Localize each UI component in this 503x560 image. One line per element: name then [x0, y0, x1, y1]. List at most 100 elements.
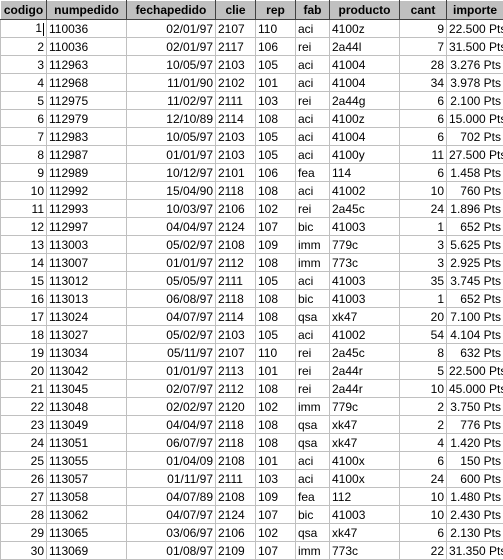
- cell-fechapedido[interactable]: 05/02/97: [127, 326, 216, 344]
- cell-codigo[interactable]: 19: [1, 344, 47, 362]
- cell-fechapedido[interactable]: 10/03/97: [127, 200, 216, 218]
- cell-codigo[interactable]: 14: [1, 254, 47, 272]
- cell-codigo[interactable]: 10: [1, 182, 47, 200]
- cell-numpedido[interactable]: 113051: [47, 434, 127, 452]
- cell-clie[interactable]: 2107: [216, 20, 256, 38]
- cell-fechapedido[interactable]: 01/01/97: [127, 254, 216, 272]
- cell-fechapedido[interactable]: 04/07/97: [127, 506, 216, 524]
- cell-numpedido[interactable]: 112993: [47, 200, 127, 218]
- cell-fechapedido[interactable]: 05/05/97: [127, 272, 216, 290]
- cell-numpedido[interactable]: 113055: [47, 452, 127, 470]
- cell-codigo[interactable]: 30: [1, 542, 47, 560]
- cell-numpedido[interactable]: 113049: [47, 416, 127, 434]
- cell-codigo[interactable]: 12: [1, 218, 47, 236]
- cell-producto[interactable]: 773c: [330, 542, 400, 560]
- cell-producto[interactable]: 114: [330, 164, 400, 182]
- cell-producto[interactable]: 2a44l: [330, 38, 400, 56]
- cell-codigo[interactable]: 3: [1, 56, 47, 74]
- cell-numpedido[interactable]: 112979: [47, 110, 127, 128]
- cell-numpedido[interactable]: 112968: [47, 74, 127, 92]
- cell-numpedido[interactable]: 113042: [47, 362, 127, 380]
- cell-fab[interactable]: qsa: [296, 434, 330, 452]
- cell-rep[interactable]: 109: [256, 488, 296, 506]
- cell-codigo[interactable]: 15: [1, 272, 47, 290]
- cell-rep[interactable]: 108: [256, 182, 296, 200]
- cell-rep[interactable]: 106: [256, 38, 296, 56]
- cell-cant[interactable]: 1: [400, 290, 447, 308]
- cell-fab[interactable]: aci: [296, 272, 330, 290]
- cell-producto[interactable]: 41003: [330, 272, 400, 290]
- cell-importe[interactable]: 22.500 Pts: [447, 362, 503, 380]
- cell-clie[interactable]: 2120: [216, 398, 256, 416]
- column-header-codigo[interactable]: codigo: [1, 1, 47, 20]
- cell-cant[interactable]: 28: [400, 56, 447, 74]
- column-header-rep[interactable]: rep: [256, 1, 296, 20]
- cell-codigo[interactable]: 11: [1, 200, 47, 218]
- cell-rep[interactable]: 107: [256, 506, 296, 524]
- cell-fechapedido[interactable]: 04/07/89: [127, 488, 216, 506]
- cell-fab[interactable]: imm: [296, 236, 330, 254]
- cell-fab[interactable]: rei: [296, 200, 330, 218]
- cell-cant[interactable]: 3: [400, 236, 447, 254]
- cell-fab[interactable]: imm: [296, 254, 330, 272]
- cell-numpedido[interactable]: 112997: [47, 218, 127, 236]
- cell-clie[interactable]: 2118: [216, 290, 256, 308]
- cell-fechapedido[interactable]: 04/07/97: [127, 308, 216, 326]
- cell-numpedido[interactable]: 113065: [47, 524, 127, 542]
- cell-importe[interactable]: 1.420 Pts: [447, 434, 503, 452]
- cell-rep[interactable]: 105: [256, 146, 296, 164]
- cell-numpedido[interactable]: 113007: [47, 254, 127, 272]
- cell-fab[interactable]: qsa: [296, 524, 330, 542]
- cell-codigo[interactable]: 20: [1, 362, 47, 380]
- column-header-fab[interactable]: fab: [296, 1, 330, 20]
- cell-codigo[interactable]: 23: [1, 416, 47, 434]
- cell-rep[interactable]: 102: [256, 398, 296, 416]
- cell-producto[interactable]: 2a45c: [330, 200, 400, 218]
- cell-producto[interactable]: xk47: [330, 434, 400, 452]
- cell-fab[interactable]: rei: [296, 380, 330, 398]
- cell-rep[interactable]: 103: [256, 470, 296, 488]
- cell-numpedido[interactable]: 113003: [47, 236, 127, 254]
- cell-producto[interactable]: 4100x: [330, 452, 400, 470]
- cell-codigo[interactable]: 22: [1, 398, 47, 416]
- cell-rep[interactable]: 109: [256, 236, 296, 254]
- cell-fab[interactable]: aci: [296, 452, 330, 470]
- cell-importe[interactable]: 2.430 Pts: [447, 506, 503, 524]
- cell-importe[interactable]: 2.100 Pts: [447, 92, 503, 110]
- cell-fechapedido[interactable]: 10/12/97: [127, 164, 216, 182]
- cell-cant[interactable]: 6: [400, 92, 447, 110]
- cell-importe[interactable]: 150 Pts: [447, 452, 503, 470]
- cell-fechapedido[interactable]: 02/02/97: [127, 398, 216, 416]
- cell-importe[interactable]: 776 Pts: [447, 416, 503, 434]
- cell-cant[interactable]: 3: [400, 254, 447, 272]
- cell-clie[interactable]: 2114: [216, 308, 256, 326]
- cell-cant[interactable]: 6: [400, 110, 447, 128]
- cell-clie[interactable]: 2103: [216, 56, 256, 74]
- cell-rep[interactable]: 108: [256, 110, 296, 128]
- cell-rep[interactable]: 107: [256, 218, 296, 236]
- cell-cant[interactable]: 6: [400, 524, 447, 542]
- cell-fab[interactable]: aci: [296, 74, 330, 92]
- cell-fechapedido[interactable]: 10/05/97: [127, 128, 216, 146]
- cell-clie[interactable]: 2112: [216, 254, 256, 272]
- cell-producto[interactable]: xk47: [330, 416, 400, 434]
- cell-producto[interactable]: 41003: [330, 290, 400, 308]
- cell-importe[interactable]: 2.925 Pts: [447, 254, 503, 272]
- cell-rep[interactable]: 101: [256, 452, 296, 470]
- cell-cant[interactable]: 2: [400, 398, 447, 416]
- cell-rep[interactable]: 108: [256, 308, 296, 326]
